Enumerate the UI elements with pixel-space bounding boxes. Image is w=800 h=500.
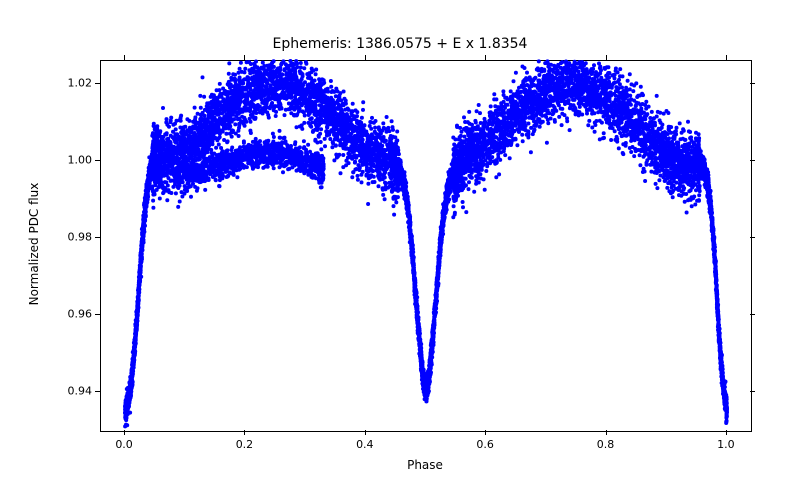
y-tick-label: 0.98: [60, 231, 92, 244]
y-tick: [95, 160, 100, 161]
y-tick-label: 1.00: [60, 154, 92, 167]
y-tick: [95, 314, 100, 315]
plot-area: [100, 60, 752, 432]
x-tick-label: 1.0: [717, 438, 735, 451]
y-tick-label: 1.02: [60, 77, 92, 90]
scatter-layer: [101, 61, 751, 431]
x-tick: [485, 430, 486, 435]
x-tick: [606, 55, 607, 60]
x-tick-label: 0.6: [476, 438, 494, 451]
x-tick-label: 0.8: [597, 438, 615, 451]
x-tick: [365, 430, 366, 435]
y-tick: [95, 391, 100, 392]
y-tick: [95, 237, 100, 238]
figure: Ephemeris: 1386.0575 + E x 1.8354 Phase …: [0, 0, 800, 500]
x-tick: [485, 55, 486, 60]
y-tick: [750, 314, 755, 315]
x-axis-label: Phase: [100, 458, 750, 472]
x-tick: [244, 430, 245, 435]
x-tick: [244, 55, 245, 60]
y-tick: [750, 160, 755, 161]
y-tick: [750, 237, 755, 238]
y-tick-label: 0.94: [60, 385, 92, 398]
x-tick: [726, 430, 727, 435]
x-tick: [606, 430, 607, 435]
y-axis-label: Normalized PDC flux: [27, 59, 41, 429]
x-tick-label: 0.4: [356, 438, 374, 451]
x-tick-label: 0.2: [236, 438, 254, 451]
x-tick-label: 0.0: [115, 438, 133, 451]
y-tick: [750, 391, 755, 392]
chart-title: Ephemeris: 1386.0575 + E x 1.8354: [0, 36, 800, 52]
y-tick: [750, 83, 755, 84]
x-tick: [365, 55, 366, 60]
x-tick: [124, 430, 125, 435]
y-tick: [95, 83, 100, 84]
x-tick: [124, 55, 125, 60]
x-tick: [726, 55, 727, 60]
y-tick-label: 0.96: [60, 308, 92, 321]
